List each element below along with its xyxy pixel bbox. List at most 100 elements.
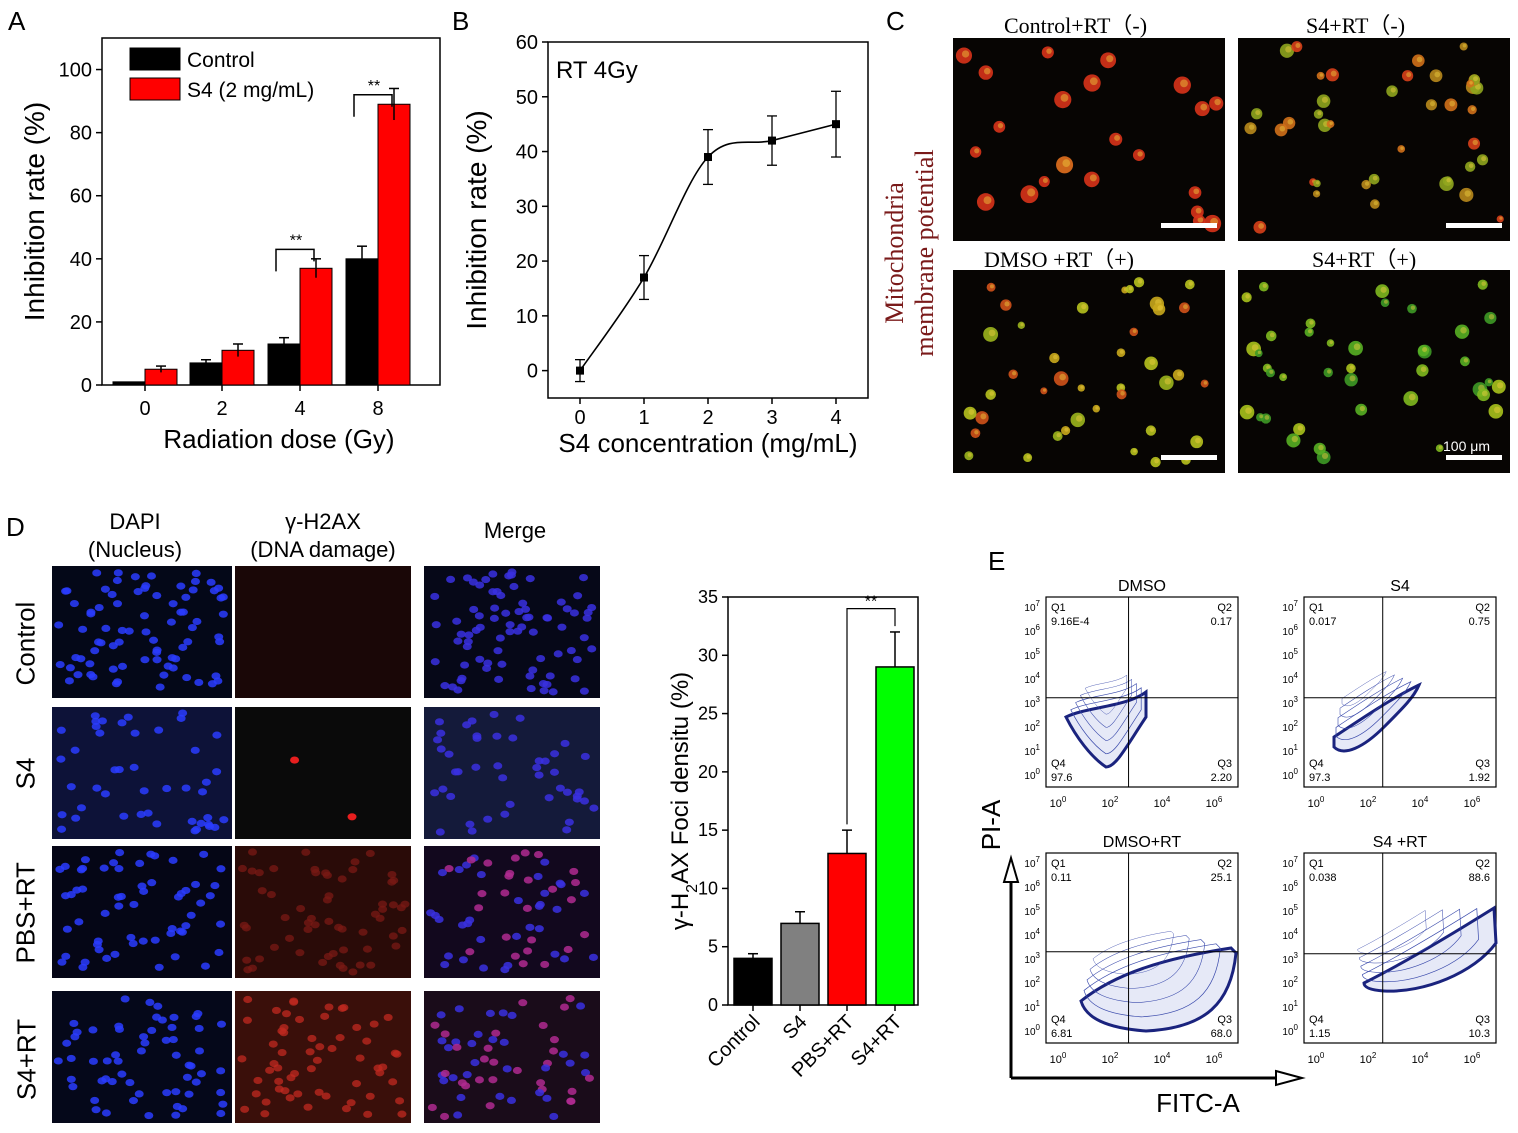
cell [1129,327,1139,337]
bar-d-0 [733,957,773,1006]
cell [1293,423,1306,436]
nucleus [92,784,102,792]
nucleus [471,763,481,771]
nucleus [216,920,226,928]
nucleus [355,961,365,969]
nucleus [140,656,150,664]
nucleus [387,870,397,879]
xlabel-a: Radiation dose (Gy) [163,424,394,454]
nucleus [181,784,191,792]
nucleus [161,1036,171,1044]
nucleus [168,600,178,608]
cell [1370,199,1380,209]
cell [1348,340,1363,356]
nucleus [563,945,573,954]
cell [1184,279,1195,290]
ytick-e: 103 [1282,951,1298,966]
xtick-e-base: 10 [1102,1054,1114,1066]
nucleus [490,604,500,612]
ytick-e-exp: 7 [1036,855,1041,864]
q1-label: Q1 [1309,602,1324,614]
nucleus [192,617,202,626]
xtick-e-exp: 0 [1062,1051,1067,1060]
cell [1145,425,1157,436]
ytick-e: 101 [1024,999,1040,1014]
cell [1484,311,1497,325]
nucleus [435,828,445,836]
nucleus [191,569,201,577]
nucleus [548,885,558,893]
nucleus [195,1047,205,1055]
nucleus [187,623,197,632]
cell [1023,453,1033,463]
nucleus [243,995,253,1004]
nucleus [73,671,83,679]
flow-contour-inner [1080,678,1132,728]
nucleus [91,1106,101,1114]
nucleus [462,1071,472,1079]
cell [964,451,974,461]
nucleus [570,675,580,683]
xtick-e-base: 10 [1102,798,1114,810]
nucleus [167,925,177,933]
flow-title: S4 +RT [1373,834,1428,851]
cell [970,428,981,439]
cell-core [1297,425,1304,431]
nucleus [474,904,484,912]
e-x-arrowhead [1275,1069,1306,1087]
nucleus [525,575,535,583]
cell-core [1197,216,1204,223]
nucleus [510,952,520,960]
nucleus [452,1043,462,1051]
nucleus [66,783,76,791]
nucleus [55,865,65,873]
cell [1132,149,1145,162]
ytick-e-exp: 0 [1036,767,1041,776]
q4-label: Q4 [1051,758,1066,770]
ytick-e: 105 [1024,647,1040,662]
nucleus [85,660,95,668]
q3-label: Q3 [1475,1014,1490,1026]
cell-core [1128,286,1133,291]
nucleus [113,893,123,901]
nucleus [587,603,597,612]
ytick-e: 106 [1024,623,1040,638]
cell-core [1380,286,1387,293]
cell [1244,122,1257,135]
nucleus [218,1100,228,1108]
nucleus [172,1102,182,1111]
nucleus [211,672,221,680]
nucleus [239,921,249,929]
ytick-e-exp: 4 [1036,927,1041,936]
nucleus [456,630,466,638]
cell-core [1469,81,1473,85]
ytick-e-exp: 3 [1294,951,1299,960]
cell-core [989,284,994,289]
nucleus [465,820,475,828]
c-title-1: Control+RT（-) [1004,13,1148,38]
cell-core [1137,278,1143,284]
ytick-e-base: 10 [1024,979,1036,990]
nucleus [56,755,66,763]
cell [985,389,996,400]
flow-contour-inner [1339,674,1395,718]
nucleus [96,639,106,647]
xlabel-b: S4 concentration (mg/mL) [558,428,857,458]
nucleus [101,1075,111,1083]
point-b-0 [576,366,584,375]
cell [1464,161,1476,172]
nucleus [74,918,84,926]
nucleus [510,854,520,862]
nucleus [518,599,528,607]
c-image-s4-rt-plus [1238,270,1510,473]
ytick-e-exp: 2 [1294,975,1299,984]
nucleus [488,570,498,578]
cell [1084,171,1100,188]
xtick-e-base: 10 [1464,798,1476,810]
nucleus [126,933,136,942]
nucleus [70,746,80,754]
nucleus [171,1051,181,1059]
d-header-dapi: DAPI (Nucleus) [80,508,190,564]
ytick-e-base: 10 [1282,883,1294,894]
ytick-e-base: 10 [1024,1003,1036,1014]
